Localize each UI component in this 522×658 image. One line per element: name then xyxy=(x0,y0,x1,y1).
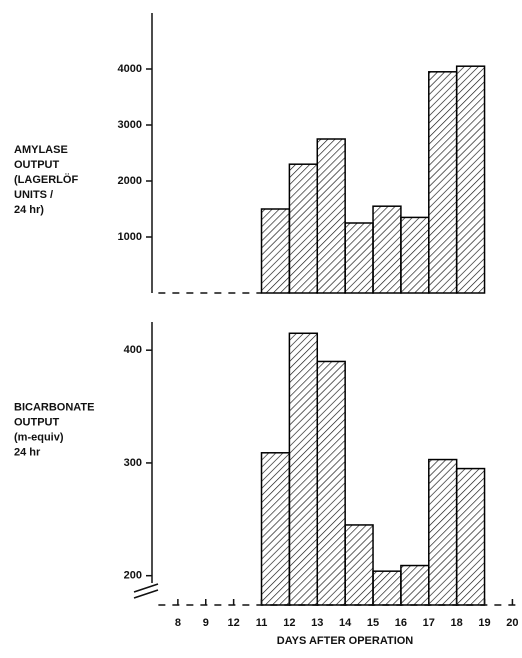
bar xyxy=(344,524,374,606)
x-tick-label: 18 xyxy=(451,617,463,629)
bar xyxy=(455,467,486,606)
y-tick-label: 2000 xyxy=(118,175,142,187)
x-tick-label: 12 xyxy=(283,617,295,629)
y-axis-label: UNITS / xyxy=(14,189,53,201)
x-tick-label: 16 xyxy=(395,617,407,629)
bar xyxy=(372,570,402,606)
y-axis-label: (m-equiv) xyxy=(14,431,64,443)
x-tick-label: 13 xyxy=(311,617,323,629)
bar xyxy=(288,163,319,294)
bar xyxy=(400,564,430,606)
bar xyxy=(344,222,374,294)
x-tick-label: 11 xyxy=(256,617,268,629)
y-tick-label: 3000 xyxy=(118,119,142,131)
bar xyxy=(260,452,291,606)
y-axis-label: BICARBONATE xyxy=(14,401,94,413)
y-tick-label: 200 xyxy=(124,570,142,582)
y-axis-label: OUTPUT xyxy=(14,159,60,171)
y-tick-label: 1000 xyxy=(118,231,142,243)
y-axis-label: (LAGERLÖF xyxy=(14,173,78,186)
x-tick-label: 12 xyxy=(228,617,240,629)
bar xyxy=(316,138,346,294)
x-tick-label: 17 xyxy=(423,617,435,629)
bar xyxy=(372,205,402,294)
bar xyxy=(428,458,458,606)
y-axis-label: OUTPUT xyxy=(14,416,60,428)
bar xyxy=(455,65,486,294)
x-axis-label: DAYS AFTER OPERATION xyxy=(277,635,414,647)
x-tick-label: 8 xyxy=(175,617,181,629)
y-axis-label: AMYLASE xyxy=(14,144,68,156)
y-tick-label: 4000 xyxy=(118,63,142,75)
bar xyxy=(428,71,458,294)
bar xyxy=(288,332,319,606)
x-tick-label: 14 xyxy=(339,617,352,629)
y-tick-label: 400 xyxy=(124,344,142,356)
x-tick-label: 9 xyxy=(203,617,209,629)
bar xyxy=(316,360,346,606)
bar xyxy=(260,208,291,294)
y-axis-label: 24 hr xyxy=(14,446,41,458)
y-axis-label: 24 hr) xyxy=(14,204,44,216)
x-tick-label: 20 xyxy=(506,617,518,629)
x-tick-label: 15 xyxy=(367,617,379,629)
axis-break xyxy=(133,583,159,599)
bar xyxy=(400,216,430,294)
x-tick-label: 19 xyxy=(478,617,490,629)
y-tick-label: 300 xyxy=(124,457,142,469)
